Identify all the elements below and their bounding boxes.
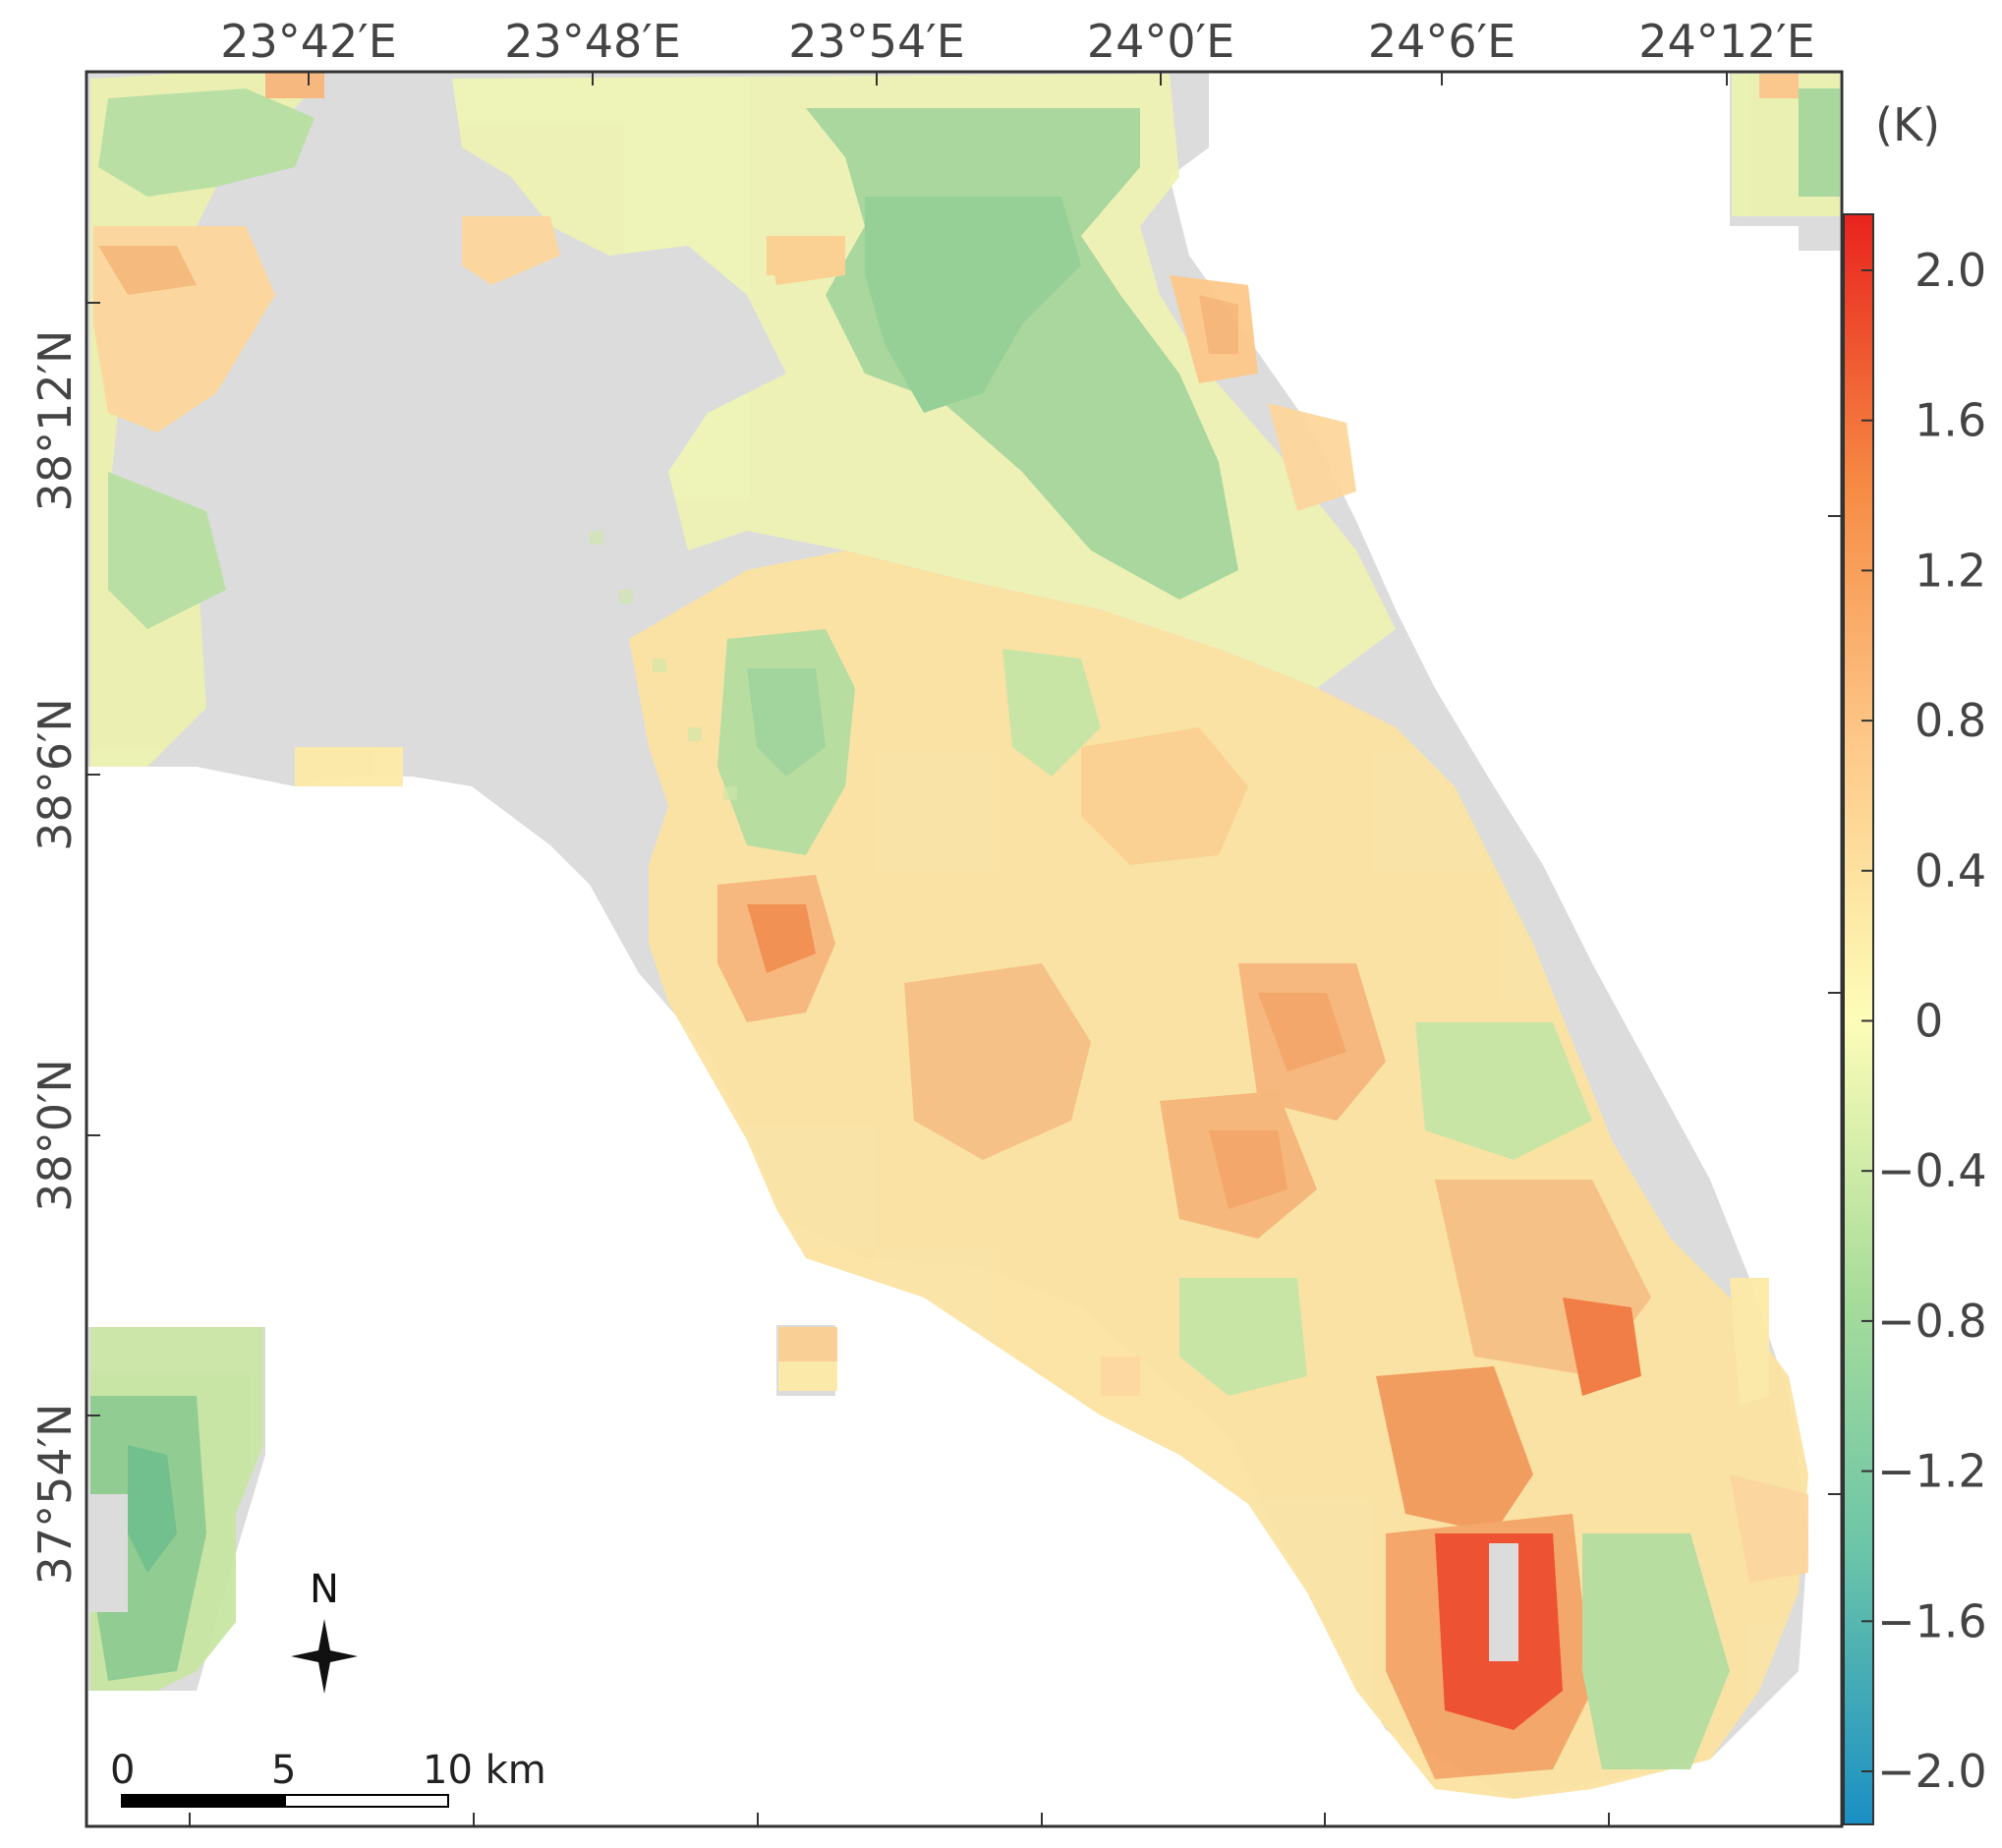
colorbar: (K) 2.0 1.6 1.2 0.8 0.4 0 −0.4 −0.8 −1.2 −1.6 −2.0 xyxy=(1843,98,1987,1825)
lat-label: 38°6′N xyxy=(29,698,82,851)
north-star-icon xyxy=(291,1619,358,1694)
lat-label: 38°12′N xyxy=(29,330,82,512)
colorbar-ticks: 2.0 1.6 1.2 0.8 0.4 0 −0.4 −0.8 −1.2 −1.6 −2.0 xyxy=(1861,244,1987,1798)
colorbar-gradient xyxy=(1843,213,1874,1825)
colorbar-tick-label: −1.6 xyxy=(1877,1594,1987,1647)
north-label: N xyxy=(310,1567,339,1612)
lat-label: 38°0′N xyxy=(29,1059,82,1212)
lon-label: 24°12′E xyxy=(1638,15,1815,68)
scale-label: 10 km xyxy=(423,1748,546,1793)
coastline-texture xyxy=(590,531,737,800)
colorbar-tick-label: 1.2 xyxy=(1915,544,1986,597)
data-region xyxy=(90,72,1840,1799)
lat-label: 37°54′N xyxy=(29,1404,82,1586)
colorbar-unit: (K) xyxy=(1875,98,1940,151)
lon-label: 24°0′E xyxy=(1087,15,1234,68)
colorbar-tick-label: 0 xyxy=(1915,995,1943,1048)
colorbar-tick-label: 1.6 xyxy=(1915,394,1986,447)
latitude-axis: 38°12′N 38°6′N 38°0′N 37°54′N xyxy=(29,302,1842,1586)
lon-label: 23°42′E xyxy=(220,15,397,68)
colorbar-tick-label: −2.0 xyxy=(1877,1745,1987,1798)
scale-label: 5 xyxy=(271,1748,296,1793)
colorbar-tick-label: 0.8 xyxy=(1915,694,1986,747)
colorbar-tick-label: −0.4 xyxy=(1877,1144,1987,1197)
scale-bar: 0 5 10 km xyxy=(110,1748,546,1808)
colorbar-tick-label: −1.2 xyxy=(1877,1445,1987,1498)
lon-label: 23°54′E xyxy=(788,15,965,68)
colorbar-tick-label: 2.0 xyxy=(1915,244,1986,297)
north-arrow: N xyxy=(291,1567,358,1694)
colorbar-tick-label: −0.8 xyxy=(1877,1295,1987,1348)
lon-label: 24°6′E xyxy=(1368,15,1516,68)
temperature-anomaly-raster xyxy=(88,72,1840,1799)
map-frame xyxy=(85,70,1844,1828)
longitude-axis: 23°42′E 23°48′E 23°54′E 24°0′E 24°6′E 24… xyxy=(189,15,1815,1826)
scale-label: 0 xyxy=(110,1748,135,1793)
lon-label: 23°48′E xyxy=(504,15,681,68)
colorbar-tick-label: 0.4 xyxy=(1915,844,1986,897)
